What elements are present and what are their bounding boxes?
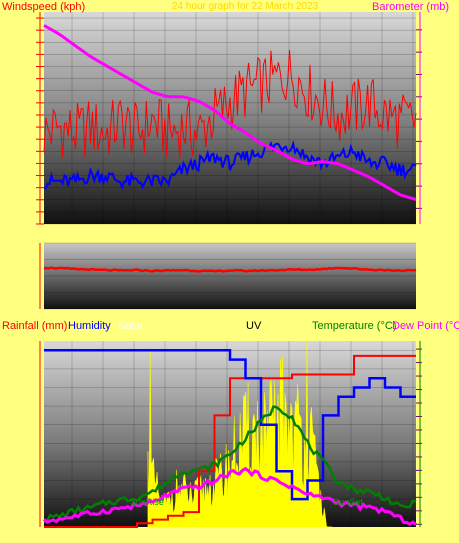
wind-gust-series [43,49,417,159]
sunset-annotation: SunSet [333,497,363,507]
wind-average-series [43,140,417,191]
humidity-title: Humidity [68,320,111,332]
solar-series [147,340,333,528]
rainfall-title: Rainfall (mm) [2,320,67,332]
barometer-series [43,24,417,201]
solar-title: Solar [118,320,144,332]
temperature-series [43,405,417,523]
wind-direction-series [44,266,417,273]
direction-plot-area [44,243,416,309]
humidity-series [44,349,416,501]
date-title: 24 hour graph for 22 March 2023 [172,1,319,12]
barometer-title: Barometer (mb) [372,1,449,13]
dewpoint-title: Dew Point (°C) [392,320,459,332]
sunrise-annotation: SunRise [130,497,164,507]
uv-title: UV [246,320,262,332]
wind-plot-area [44,12,416,224]
wind-title: Windspeed (kph) [2,1,85,13]
dewpoint-series [42,466,417,526]
rainfall-series [44,354,416,528]
temperature-title: Temperature (°C) [312,320,396,332]
